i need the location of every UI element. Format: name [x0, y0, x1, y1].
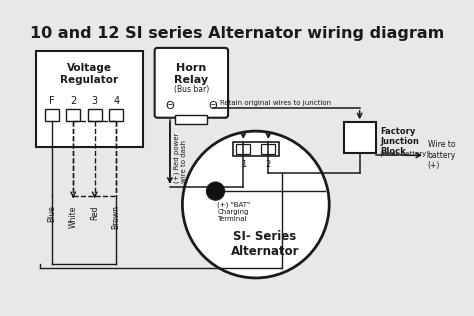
- Text: 1: 1: [241, 160, 246, 169]
- Text: (Bus bar): (Bus bar): [173, 85, 209, 94]
- Text: Voltage
Regulator: Voltage Regulator: [60, 63, 118, 85]
- Bar: [175, 115, 208, 124]
- Circle shape: [207, 182, 225, 200]
- Text: 10 and 12 SI series Alternator wiring diagram: 10 and 12 SI series Alternator wiring di…: [30, 26, 444, 40]
- Text: Θ: Θ: [165, 101, 174, 111]
- Bar: [45, 109, 59, 121]
- Text: (+) Red power
wire to dash: (+) Red power wire to dash: [173, 133, 187, 183]
- Text: Wire to
battery
(+): Wire to battery (+): [428, 140, 456, 170]
- Text: Horn
Relay: Horn Relay: [174, 63, 209, 85]
- Text: (+) "BAT"
Charging
Terminal: (+) "BAT" Charging Terminal: [217, 202, 250, 222]
- Text: Retain original wires to junction: Retain original wires to junction: [220, 100, 331, 106]
- Bar: [36, 51, 143, 147]
- Bar: [344, 122, 376, 153]
- Bar: [88, 109, 102, 121]
- Text: (near battery): (near battery): [380, 151, 429, 157]
- Text: White: White: [69, 205, 78, 228]
- Text: SI- Series
Alternator: SI- Series Alternator: [230, 230, 299, 258]
- Bar: [66, 109, 80, 121]
- Bar: [233, 142, 279, 156]
- Bar: [261, 144, 275, 155]
- Text: 2: 2: [70, 96, 76, 106]
- Text: Red: Red: [90, 205, 99, 220]
- Text: Θ: Θ: [209, 101, 217, 111]
- FancyBboxPatch shape: [155, 48, 228, 118]
- Text: 3: 3: [91, 96, 98, 106]
- Text: Factory
Junction
Block: Factory Junction Block: [380, 127, 419, 156]
- Text: 2: 2: [266, 160, 271, 169]
- Circle shape: [182, 131, 329, 278]
- Text: 4: 4: [113, 96, 119, 106]
- Text: Blue: Blue: [47, 205, 56, 222]
- Bar: [109, 109, 123, 121]
- Text: Brown: Brown: [112, 205, 121, 229]
- Text: F: F: [49, 96, 55, 106]
- Bar: [236, 144, 250, 155]
